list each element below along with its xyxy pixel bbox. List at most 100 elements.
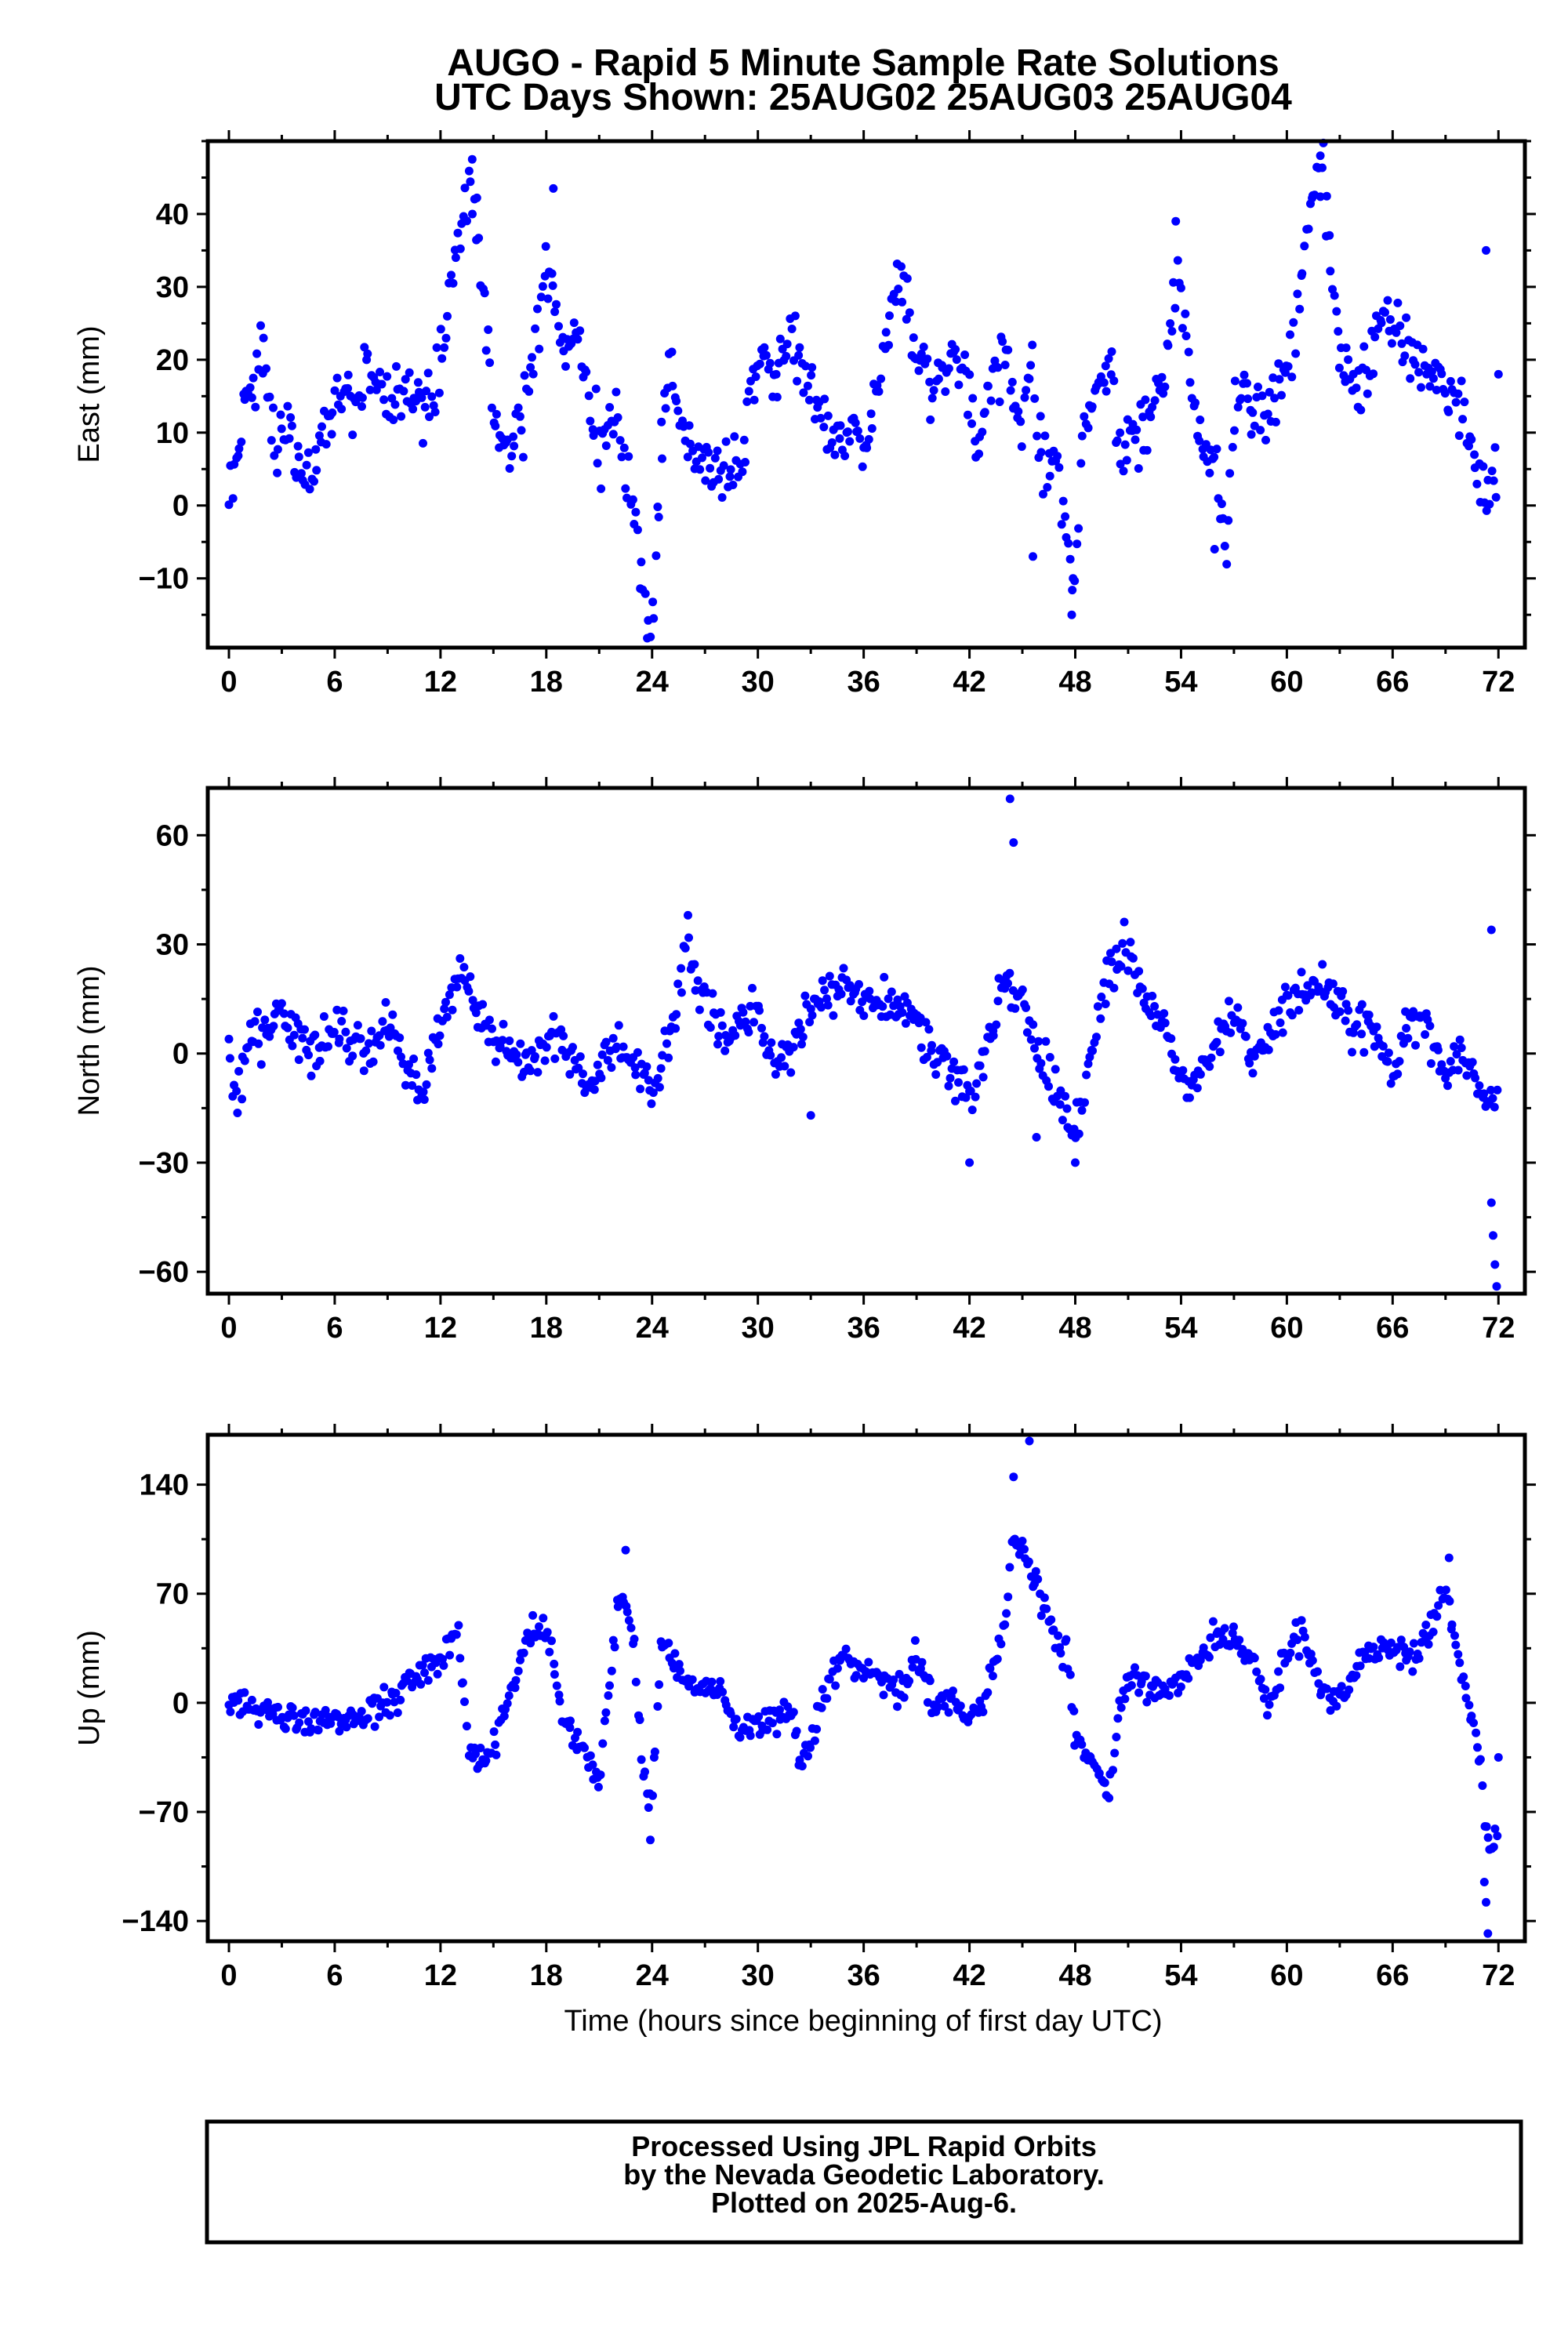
up-data-point [825,1675,834,1684]
up-data-point [650,1747,659,1756]
up-data-point [379,1683,389,1692]
north-data-point [1185,1093,1194,1102]
east-data-point [533,304,542,314]
east-data-point [1444,407,1454,416]
east-data-point [967,419,976,428]
up-data-point [393,1708,402,1717]
north-data-point [423,1048,433,1058]
east-data-point [902,274,912,283]
north-data-point [647,1099,656,1109]
north-data-point [748,983,757,993]
north-x-tick-label: 6 [326,1312,343,1345]
up-data-point [598,1739,608,1748]
east-data-point [1016,417,1025,427]
east-data-point [379,395,389,405]
up-data-point [1276,1683,1285,1693]
north-data-point [516,1039,525,1048]
up-data-point [1352,1671,1361,1680]
up-data-point [1286,1648,1295,1657]
east-data-point [423,368,433,378]
up-data-point [1054,1631,1063,1640]
east-data-point [750,395,759,405]
north-y-tick-label: 0 [172,1038,189,1071]
footer-line1: Processed Using JPL Rapid Orbits [631,2130,1097,2162]
east-data-point [1116,459,1125,469]
north-data-point [269,1022,278,1031]
up-data-point [554,1690,564,1700]
east-data-point [447,270,456,280]
north-data-point [427,1064,437,1073]
east-data-point [597,484,606,493]
north-data-point [540,1056,550,1065]
east-data-point [224,500,234,510]
east-data-point [472,193,481,202]
north-data-point [978,1073,988,1082]
east-data-point [1247,430,1256,439]
east-data-point [1181,332,1191,340]
east-data-point [314,431,324,441]
east-data-point [637,557,646,567]
north-data-point [233,1109,242,1117]
up-data-point [1109,1766,1117,1775]
east-data-point [1224,516,1233,525]
up-x-tick-label: 30 [742,1959,775,1992]
up-data-point [1040,1593,1049,1603]
north-data-point [601,1037,611,1047]
east-data-point [1033,431,1042,441]
north-data-point [972,1079,982,1088]
east-data-point [441,333,451,343]
east-data-point [1067,610,1076,619]
east-data-point [923,354,932,364]
up-data-point [1297,1616,1306,1625]
east-data-point [1054,463,1064,472]
east-data-point [986,396,996,405]
up-data-point [566,1716,575,1726]
up-data-point [1204,1653,1214,1662]
up-data-point [1002,1609,1011,1618]
north-data-point [499,1019,508,1029]
east-data-point [1322,191,1331,201]
up-data-point [1018,1537,1027,1545]
up-data-point [621,1545,630,1555]
east-plot-frame [205,139,1527,650]
north-data-point [766,1051,775,1060]
east-data-point [552,299,561,309]
up-data-point [804,1752,812,1761]
north-data-point [656,1064,666,1073]
east-data-point [1277,390,1286,400]
east-data-point [840,452,850,460]
east-data-point [548,281,557,290]
north-data-point [989,1031,998,1040]
up-data-point [905,1676,914,1686]
east-data-point [591,384,601,394]
north-data-point [434,1040,443,1049]
east-data-point [427,392,437,401]
north-data-point [378,1017,387,1026]
north-data-point [1226,1028,1236,1037]
up-data-point [1250,1654,1259,1663]
up-data-point [1308,1656,1317,1665]
north-data-point [1205,1062,1214,1071]
up-data-point [514,1666,523,1675]
north-data-point [1128,953,1138,963]
up-data-point [664,1639,673,1648]
up-data-point [1024,1557,1033,1566]
up-data-point [573,1727,583,1737]
up-data-point [1428,1628,1438,1636]
north-data-point [1283,991,1293,1000]
up-data-point [234,1696,243,1705]
up-data-point [735,1733,745,1742]
north-data-point [865,986,874,996]
north-data-point [967,1105,977,1115]
east-data-point [1131,435,1140,445]
north-data-point [878,1002,887,1011]
north-data-point [1328,979,1338,989]
east-data-point [706,463,715,473]
up-data-point [775,1705,784,1715]
up-plot-frame [205,1432,1527,1944]
east-data-point [960,350,970,359]
east-data-point [1212,445,1221,454]
north-data-point [1112,944,1121,953]
east-data-point [528,369,538,379]
up-data-point [1494,1753,1503,1762]
